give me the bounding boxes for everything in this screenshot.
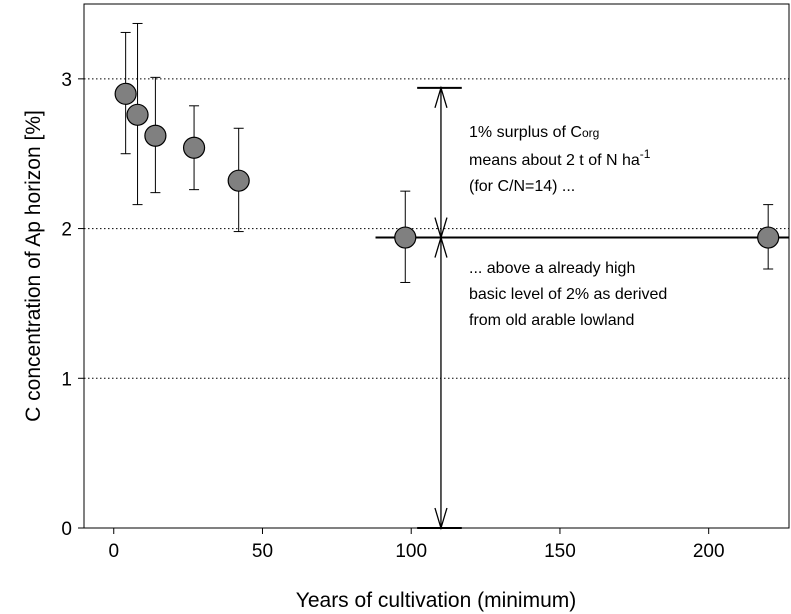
data-point [394, 226, 417, 249]
arrowhead-up-top [434, 85, 448, 109]
arrowhead-up-mid [434, 235, 448, 258]
annotation-upper-line2: means about 2 t of N ha-1 [469, 147, 651, 169]
annotation-lower-line2: basic level of 2% as derived [469, 286, 667, 303]
data-point [757, 226, 780, 249]
x-tick-label: 200 [693, 541, 725, 562]
y-tick-label: 1 [61, 369, 72, 390]
data-point [227, 169, 250, 192]
y-tick-label: 0 [61, 519, 72, 540]
data-point [126, 103, 149, 126]
annotation-upper-line1: 1% surplus of Corg [469, 124, 599, 141]
arrow-layer [417, 85, 462, 531]
x-tick-label: 150 [544, 541, 576, 562]
annotation-upper-line2-text: means about 2 t of N ha [469, 152, 640, 169]
arrowhead-down-bottom [434, 507, 448, 531]
annotation-upper-line2-superscript: -1 [640, 147, 651, 161]
annotation-upper-line1-text: 1% surplus of C [469, 124, 582, 141]
data-layer [114, 22, 789, 283]
annotation-upper-line3: (for C/N=14) ... [469, 178, 575, 195]
plot-frame [83, 3, 790, 529]
annotation-upper: 1% surplus of Corg means about 2 t of N … [469, 124, 651, 195]
annotation-lower-line3: from old arable lowland [469, 312, 634, 329]
grid-layer [84, 78, 789, 379]
data-point [114, 82, 137, 105]
annotation-upper-line1-subscript: org [582, 126, 599, 140]
x-tick-label: 0 [108, 541, 119, 562]
x-axis-title: Years of cultivation (minimum) [296, 589, 577, 612]
data-point [144, 124, 167, 147]
x-tick-label: 100 [395, 541, 427, 562]
y-axis-title: C concentration of Ap horizon [%] [22, 110, 45, 422]
y-tick-label: 2 [61, 220, 72, 241]
annotation-lower-line1: ... above a already high [469, 260, 635, 277]
y-tick-label: 3 [61, 70, 72, 91]
x-tick-label: 50 [252, 541, 273, 562]
ticks-layer: 0 50 100 150 200 0 1 2 3 [61, 70, 724, 562]
data-point [182, 136, 206, 159]
annotation-lower: ... above a already high basic level of … [469, 260, 667, 329]
